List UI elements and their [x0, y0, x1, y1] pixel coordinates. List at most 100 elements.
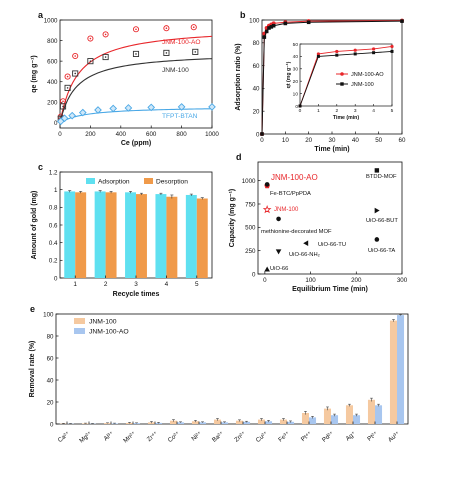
- legend-marker: [340, 72, 344, 76]
- data-point: [60, 114, 69, 123]
- data-point-center: [104, 56, 107, 58]
- y-tick-label: 60: [253, 63, 260, 70]
- panel-a-adsorption-isotherm: 0 200 400 600 800 1000 0 200 400 600 800 1000 Ce (pp…: [31, 10, 219, 147]
- data-point: [374, 207, 380, 214]
- y-tick-label: 0: [50, 421, 54, 428]
- inset-y-tick-label: 30: [293, 67, 299, 73]
- y-tick-label: 40: [253, 86, 260, 93]
- data-point: [78, 108, 87, 117]
- data-point: [374, 168, 380, 173]
- legend-label: JNM-100: [351, 82, 374, 88]
- bar: [221, 422, 229, 424]
- x-axis-label: Recycle times: [113, 291, 160, 298]
- inset-series-line-1: [299, 50, 393, 107]
- data-point: [72, 70, 79, 77]
- inset-data-point: [390, 49, 394, 53]
- x-tick-label: 50: [375, 137, 382, 144]
- bar: [177, 422, 185, 424]
- point-label: UiO-66-BUT: [366, 218, 398, 224]
- panel-e-removal-rate-bar-chart: 0 20 40 60 80 100 Removal rate (%) e Ca²⁺ Mg²⁺ Al³…: [29, 304, 409, 444]
- bar: [309, 417, 317, 424]
- data-point: [264, 29, 269, 34]
- x-tick-label: 60: [399, 137, 406, 144]
- y-tick-label: 600: [47, 58, 58, 65]
- data-point-center: [89, 37, 92, 40]
- y-tick-label: 400: [47, 79, 58, 86]
- data-point-center: [165, 27, 168, 30]
- inset-data-point: [353, 52, 357, 56]
- series-label: JNM-100: [162, 67, 189, 74]
- legend-swatch: [144, 178, 153, 184]
- x-tick-label: Au³⁺: [387, 430, 401, 444]
- x-tick-label: 5: [195, 281, 199, 288]
- legend-label: JNM-100-AO: [89, 329, 129, 336]
- data-point: [264, 182, 270, 187]
- y-tick-label: 100: [43, 311, 54, 318]
- data-point-center: [66, 87, 69, 89]
- bar: [125, 192, 136, 278]
- bar: [301, 413, 309, 424]
- panel-label: d: [236, 152, 242, 162]
- data-point: [269, 25, 274, 29]
- panel-label: b: [240, 10, 246, 20]
- data-point: [64, 73, 71, 80]
- x-tick-label: 40: [352, 137, 359, 144]
- data-point-center: [74, 72, 76, 75]
- bar: [257, 419, 265, 424]
- data-point: [68, 111, 76, 120]
- x-tick-label: Cu²⁺: [255, 430, 270, 444]
- x-tick-label: Fe³⁺: [277, 430, 291, 443]
- inset-y-tick-label: 10: [293, 91, 299, 97]
- y-axis-label: Adsorption ratio (%): [235, 43, 242, 110]
- data-point: [283, 21, 288, 26]
- fit-curve-2: [59, 108, 213, 124]
- x-tick-label: Mn²⁺: [122, 430, 137, 444]
- bar: [323, 408, 331, 424]
- bar: [169, 420, 177, 424]
- x-tick-label: Ca²⁺: [57, 430, 72, 444]
- inset-x-tick-label: 1: [317, 108, 320, 114]
- bar: [331, 415, 339, 424]
- x-tick-label: 10: [282, 137, 289, 144]
- data-point-center: [62, 100, 64, 103]
- y-tick-label: 1.2: [49, 169, 58, 176]
- data-point: [94, 106, 102, 114]
- panel-label: e: [30, 304, 35, 314]
- bar: [64, 191, 76, 278]
- data-point: [260, 132, 264, 136]
- y-tick-label: 60: [47, 355, 54, 362]
- point-label: UiO-66-NH₂: [289, 252, 320, 258]
- y-tick-label: 100: [249, 17, 260, 24]
- data-point: [400, 19, 404, 23]
- bar: [191, 421, 199, 424]
- x-tick-label: 1: [73, 281, 77, 288]
- legend-label: Desorption: [156, 178, 188, 185]
- series-label: JNM-100-AO: [162, 39, 200, 46]
- x-tick-label: 2: [104, 281, 108, 288]
- x-tick-label: Pt²⁺: [366, 430, 379, 443]
- x-tick-label: 200: [85, 131, 96, 138]
- inset-x-tick-label: 5: [391, 108, 394, 114]
- data-point-center: [192, 26, 195, 29]
- x-tick-label: 1000: [205, 131, 219, 138]
- data-point: [102, 53, 109, 61]
- data-point-center: [194, 51, 197, 53]
- data-point-center: [62, 105, 64, 108]
- bar: [397, 315, 405, 424]
- inset-data-point: [335, 53, 339, 57]
- inset-y-tick-label: 40: [293, 54, 299, 60]
- inset-y-tick-label: 20: [293, 79, 299, 85]
- bar: [133, 423, 141, 424]
- inset-data-point: [372, 51, 376, 55]
- inset-data-point: [353, 48, 357, 52]
- bar: [105, 192, 117, 278]
- bar: [235, 420, 243, 424]
- y-tick-label: 20: [47, 399, 54, 406]
- data-point: [303, 240, 309, 246]
- legend-label: JNM-100: [89, 319, 117, 326]
- bar: [94, 191, 106, 278]
- bar: [279, 419, 287, 424]
- x-tick-label: 100: [305, 277, 316, 284]
- point-label: Fe-BTC/PpPDA: [270, 191, 311, 197]
